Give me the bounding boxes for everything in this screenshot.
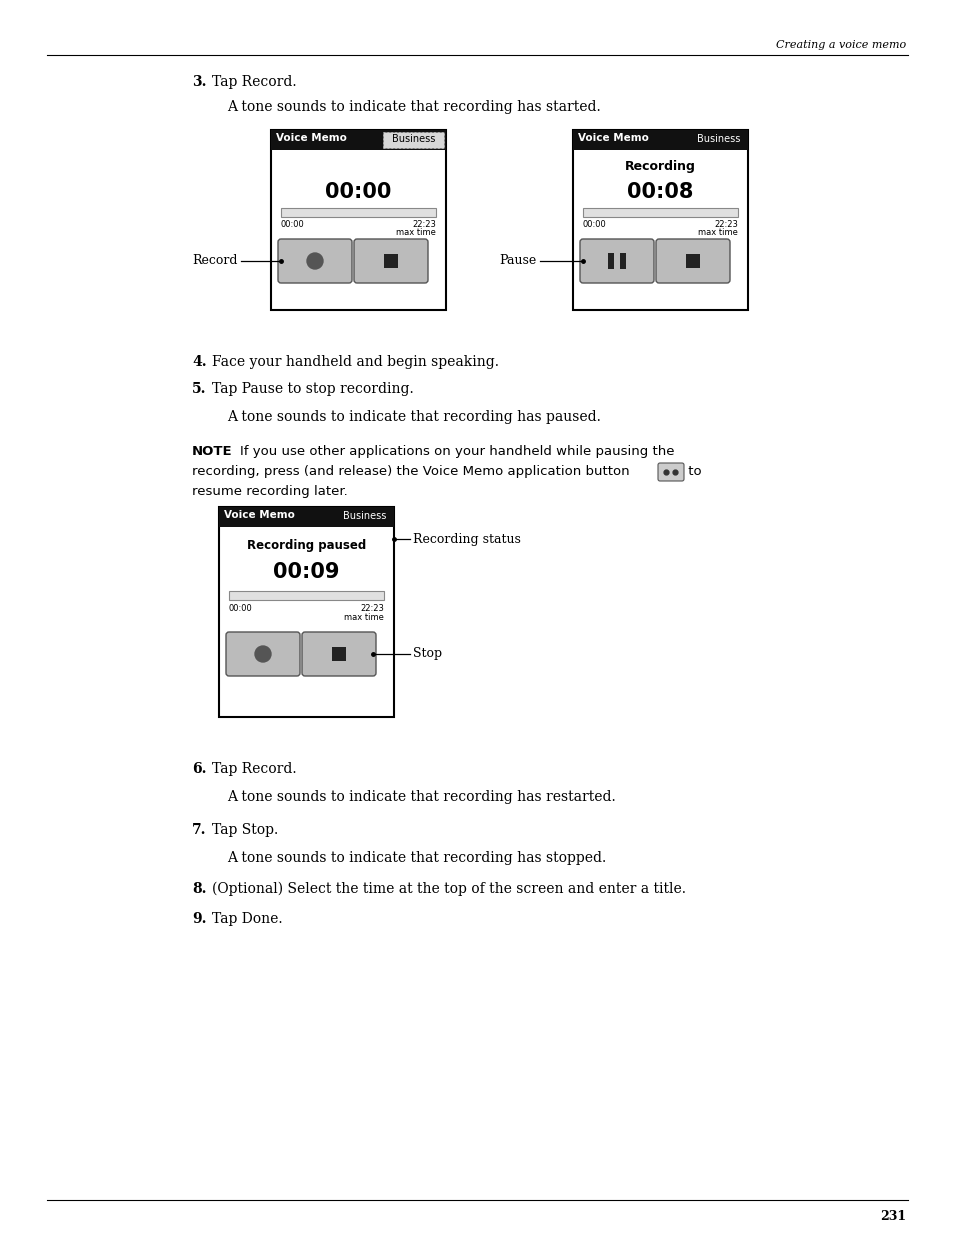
Text: resume recording later.: resume recording later. xyxy=(192,485,348,498)
Text: If you use other applications on your handheld while pausing the: If you use other applications on your ha… xyxy=(240,445,674,458)
Text: 22:23: 22:23 xyxy=(359,604,384,613)
Text: NOTE: NOTE xyxy=(192,445,233,458)
Text: A tone sounds to indicate that recording has restarted.: A tone sounds to indicate that recording… xyxy=(227,790,615,804)
Text: Face your handheld and begin speaking.: Face your handheld and begin speaking. xyxy=(212,354,498,369)
Text: Creating a voice memo: Creating a voice memo xyxy=(775,40,905,49)
FancyBboxPatch shape xyxy=(354,240,428,283)
Bar xyxy=(271,130,446,310)
Bar xyxy=(619,253,625,269)
Text: Tap Done.: Tap Done. xyxy=(212,911,282,926)
Bar xyxy=(219,508,394,718)
Bar xyxy=(219,508,394,527)
Circle shape xyxy=(254,646,271,662)
FancyBboxPatch shape xyxy=(382,132,443,148)
FancyBboxPatch shape xyxy=(226,632,299,676)
Text: 4.: 4. xyxy=(192,354,207,369)
Text: Business: Business xyxy=(342,511,386,521)
FancyBboxPatch shape xyxy=(658,463,683,480)
Text: A tone sounds to indicate that recording has paused.: A tone sounds to indicate that recording… xyxy=(227,410,600,424)
Text: max time: max time xyxy=(344,613,384,622)
Bar xyxy=(685,254,700,268)
FancyBboxPatch shape xyxy=(302,632,375,676)
Text: Pause: Pause xyxy=(499,254,537,268)
Text: Stop: Stop xyxy=(413,647,441,661)
Text: 5.: 5. xyxy=(192,382,206,396)
Text: 231: 231 xyxy=(879,1210,905,1223)
Text: Record: Record xyxy=(193,254,237,268)
Bar xyxy=(281,207,436,217)
Text: Tap Record.: Tap Record. xyxy=(212,762,296,776)
Text: Recording paused: Recording paused xyxy=(247,538,366,552)
Bar xyxy=(229,592,384,600)
Bar xyxy=(384,254,397,268)
FancyBboxPatch shape xyxy=(579,240,654,283)
Text: Recording status: Recording status xyxy=(413,532,520,546)
Text: recording, press (and release) the Voice Memo application button: recording, press (and release) the Voice… xyxy=(192,466,629,478)
Text: 6.: 6. xyxy=(192,762,206,776)
Bar xyxy=(573,130,747,149)
Text: Tap Stop.: Tap Stop. xyxy=(212,823,278,837)
Text: (Optional) Select the time at the top of the screen and enter a title.: (Optional) Select the time at the top of… xyxy=(212,882,685,897)
Bar xyxy=(582,207,738,217)
Bar xyxy=(573,130,747,310)
Text: 00:08: 00:08 xyxy=(627,182,693,203)
Bar xyxy=(271,130,446,149)
Text: 00:00: 00:00 xyxy=(229,604,253,613)
Text: A tone sounds to indicate that recording has started.: A tone sounds to indicate that recording… xyxy=(227,100,600,114)
Text: 00:09: 00:09 xyxy=(273,562,339,582)
Text: Tap Pause to stop recording.: Tap Pause to stop recording. xyxy=(212,382,414,396)
FancyBboxPatch shape xyxy=(656,240,729,283)
Text: 00:00: 00:00 xyxy=(582,220,606,228)
Text: 9.: 9. xyxy=(192,911,206,926)
Text: A tone sounds to indicate that recording has stopped.: A tone sounds to indicate that recording… xyxy=(227,851,605,864)
Text: 7.: 7. xyxy=(192,823,206,837)
Text: Business: Business xyxy=(696,135,740,144)
Text: 00:00: 00:00 xyxy=(325,182,392,203)
Text: Voice Memo: Voice Memo xyxy=(224,510,294,520)
Text: 3.: 3. xyxy=(192,75,206,89)
Text: Business: Business xyxy=(392,135,436,144)
Text: to: to xyxy=(683,466,700,478)
Text: max time: max time xyxy=(395,228,436,237)
FancyBboxPatch shape xyxy=(277,240,352,283)
Bar xyxy=(332,647,346,661)
Text: Voice Memo: Voice Memo xyxy=(578,133,648,143)
Text: 22:23: 22:23 xyxy=(714,220,738,228)
Circle shape xyxy=(307,253,323,269)
Text: 00:00: 00:00 xyxy=(281,220,304,228)
Text: max time: max time xyxy=(698,228,738,237)
Text: Tap Record.: Tap Record. xyxy=(212,75,296,89)
Text: Voice Memo: Voice Memo xyxy=(275,133,347,143)
Text: 8.: 8. xyxy=(192,882,206,897)
Text: Recording: Recording xyxy=(624,161,695,173)
Bar xyxy=(607,253,614,269)
Text: 22:23: 22:23 xyxy=(412,220,436,228)
